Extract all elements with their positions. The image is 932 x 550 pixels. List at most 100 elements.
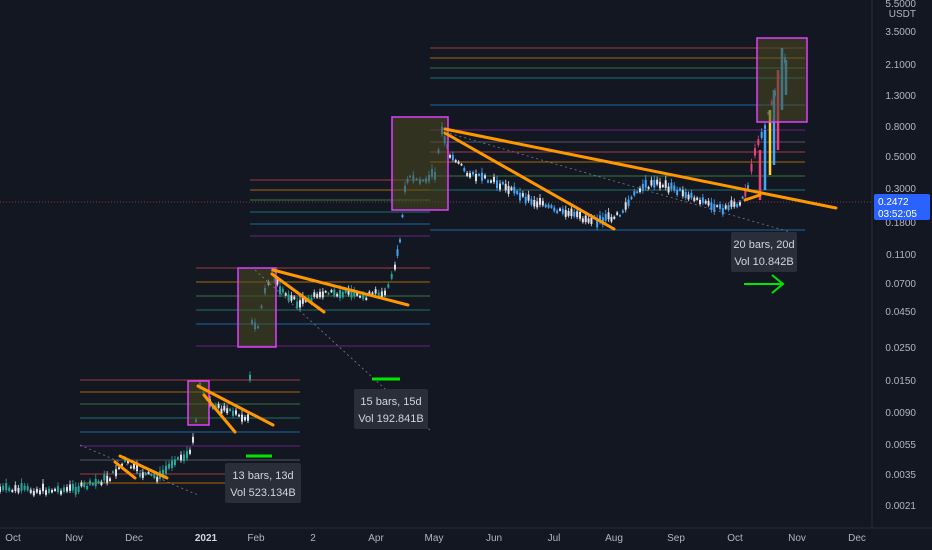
candle-body: [365, 297, 368, 300]
candle-body: [165, 465, 167, 474]
candle-body: [760, 131, 763, 138]
candle-body: [727, 205, 730, 210]
measure-label[interactable]: 15 bars, 15d Vol 192.841B: [354, 389, 428, 429]
price-tick-label: 0.8000: [885, 122, 916, 133]
candle-body: [171, 460, 173, 469]
candle-body: [284, 293, 287, 296]
candle-body: [327, 292, 330, 295]
candle-body: [368, 291, 371, 295]
candle-body: [290, 295, 293, 301]
candle-body: [238, 414, 240, 417]
candle-body: [536, 201, 539, 208]
candle-body: [478, 173, 480, 176]
candle-body: [590, 217, 593, 224]
time-tick-label: Feb: [247, 533, 265, 544]
candle-body: [94, 478, 97, 487]
candle-body: [460, 163, 463, 166]
candle-body: [527, 194, 530, 201]
trendline[interactable]: [118, 454, 169, 480]
trendline[interactable]: [743, 193, 762, 202]
candle-body: [241, 414, 243, 422]
trendline[interactable]: [271, 268, 410, 307]
candle-body: [710, 202, 713, 210]
candle-body: [670, 182, 673, 190]
time-tick-label: Dec: [125, 533, 143, 544]
candle-body: [721, 207, 724, 215]
candle-body: [510, 187, 513, 191]
candle-body: [696, 197, 699, 200]
candle-body: [547, 204, 550, 208]
candle-body: [60, 490, 62, 495]
measure-label[interactable]: 13 bars, 13d Vol 523.134B: [225, 463, 301, 503]
candle-body: [42, 483, 44, 492]
trendline[interactable]: [196, 384, 275, 427]
candle-body: [604, 214, 607, 221]
measure-label[interactable]: 20 bars, 20d Vol 10.842B: [731, 232, 797, 272]
candle-body: [133, 463, 135, 469]
candle-body: [581, 218, 584, 223]
candle-body: [299, 300, 301, 308]
price-tick-label: 0.1100: [886, 250, 916, 261]
fib-levels[interactable]: [430, 47, 805, 231]
candle-body: [310, 297, 313, 304]
time-axis[interactable]: Oct Nov Dec 2021 Feb 2 Apr May Jun Jul Aug Sep Oct No…: [0, 527, 932, 544]
candle-body: [466, 172, 469, 177]
candle-body: [504, 183, 507, 191]
candle-body: [475, 174, 477, 182]
price-tick-label: 2.1000: [885, 60, 916, 71]
candle-body: [112, 471, 114, 473]
candle-body: [650, 180, 653, 186]
candle-body: [757, 139, 760, 146]
candle-body: [616, 212, 619, 215]
candle-body: [673, 185, 676, 191]
candle-body: [374, 289, 377, 294]
candle-body: [276, 279, 279, 285]
trendline[interactable]: [443, 131, 616, 231]
price-axis[interactable]: 5.5000 3.5000 2.1000 1.3000 0.8000 0.5000 0.30…: [871, 0, 916, 528]
time-tick-label: Jul: [548, 533, 561, 544]
candle-body: [336, 293, 339, 297]
highlight-box[interactable]: [237, 267, 277, 348]
price-tick-label: 5.5000: [885, 0, 916, 10]
highlight-box[interactable]: [756, 37, 808, 123]
candle-body: [153, 473, 156, 478]
candle-body: [350, 289, 353, 298]
measure-volume-text: Vol 10.842B: [734, 256, 793, 268]
candle-body: [377, 292, 380, 298]
candle-body: [186, 451, 188, 459]
candle-body: [472, 172, 474, 175]
candle-body: [220, 408, 223, 414]
candle-body: [144, 472, 147, 476]
candle-body: [14, 485, 17, 492]
trendline[interactable]: [113, 460, 137, 480]
candle-body: [371, 292, 374, 295]
candle-body: [659, 181, 661, 189]
candle-body: [301, 296, 304, 304]
current-price-value: 0.2472: [878, 197, 909, 208]
candle-body: [118, 467, 120, 470]
candle-body: [521, 193, 524, 197]
candles[interactable]: [0, 48, 788, 498]
candle-body: [490, 180, 492, 183]
trendline[interactable]: [202, 393, 237, 434]
candle-body: [713, 204, 716, 213]
highlight-box[interactable]: [391, 116, 449, 211]
candle-body: [89, 480, 91, 485]
candle-body: [26, 486, 29, 491]
candle-body: [180, 454, 182, 461]
trendline[interactable]: [270, 272, 326, 314]
candle-body: [567, 210, 570, 216]
fib-levels[interactable]: [250, 179, 430, 237]
candle-body: [541, 200, 544, 206]
candle-body: [573, 211, 576, 217]
candle-body: [141, 472, 144, 479]
measure-volume-text: Vol 192.841B: [358, 413, 423, 425]
time-tick-label: Jun: [486, 533, 502, 544]
candle-body: [5, 483, 8, 491]
trendline[interactable]: [443, 127, 838, 210]
fib-levels[interactable]: [196, 267, 430, 347]
candle-body: [596, 219, 599, 228]
candle-body: [679, 188, 681, 191]
